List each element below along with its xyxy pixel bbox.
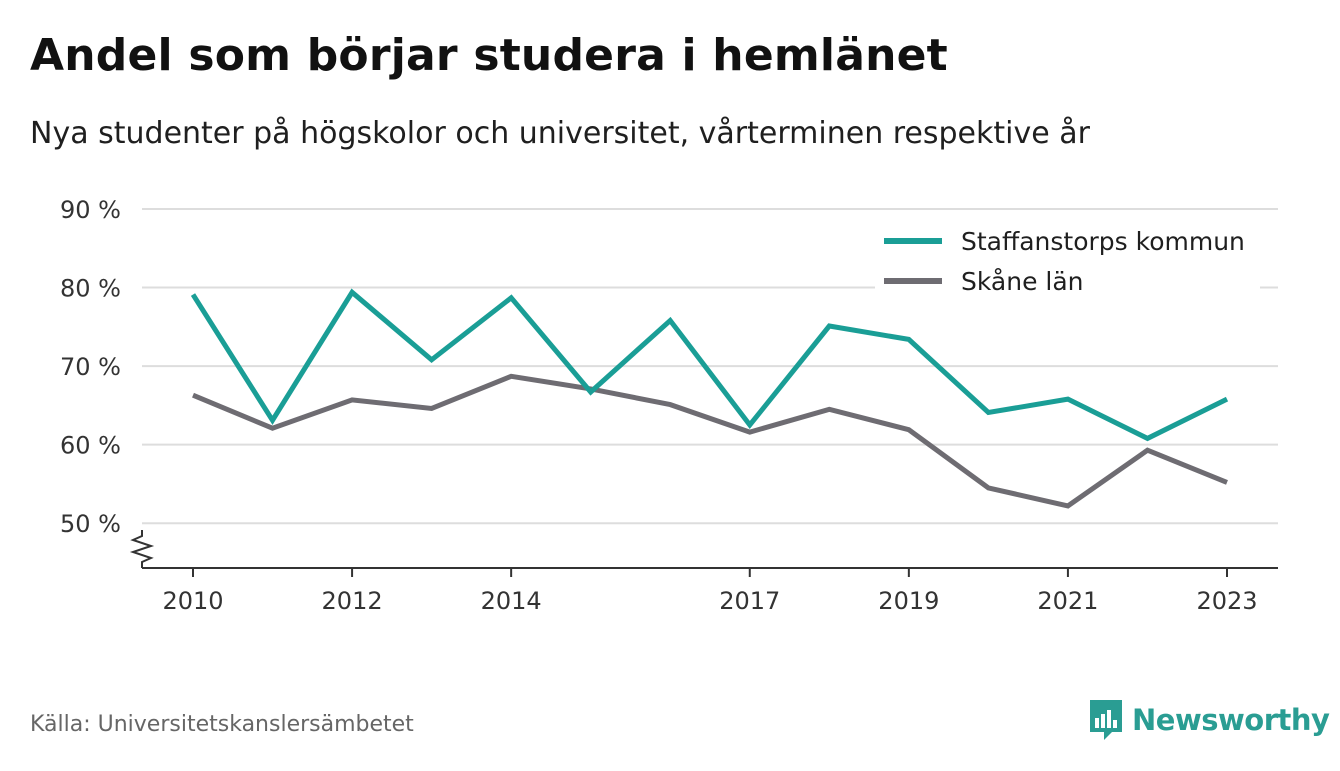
chart-subtitle: Nya studenter på högskolor och universit… — [30, 116, 1090, 151]
y-tick-label: 60 % — [60, 432, 121, 460]
brand-name: Newsworthy — [1132, 703, 1330, 737]
chart-bars-icon — [1090, 700, 1122, 740]
x-tick-label: 2019 — [878, 587, 939, 615]
source-note: Källa: Universitetskanslersämbetet — [30, 712, 414, 737]
legend-label: Skåne län — [961, 267, 1084, 296]
y-tick-label: 90 % — [60, 196, 121, 224]
x-tick-label: 2021 — [1037, 587, 1098, 615]
legend: Staffanstorps kommun Skåne län — [875, 221, 1260, 296]
line-chart: 50 %60 %70 %80 %90 % 2010 2012 2014 2017 201… — [60, 196, 1278, 615]
legend-label: Staffanstorps kommun — [961, 227, 1245, 256]
x-axis: 2010 2012 2014 2017 2019 2021 2023 — [129, 530, 1278, 615]
y-tick-label: 50 % — [60, 510, 121, 538]
x-tick-label: 2012 — [322, 587, 383, 615]
series-lines — [190, 288, 1229, 509]
y-tick-label: 80 % — [60, 275, 121, 303]
brand-logo: Newsworthy — [1088, 698, 1330, 742]
x-tick-label: 2010 — [162, 587, 223, 615]
y-axis-break-mark — [129, 530, 155, 568]
series-line — [192, 373, 1228, 509]
y-tick-labels: 50 % 60 % 70 % 80 % 90 % — [60, 196, 121, 538]
chart-title: Andel som börjar studera i hemlänet — [30, 30, 948, 81]
x-tick-label: 2014 — [481, 587, 542, 615]
x-tick-label: 2017 — [719, 587, 780, 615]
y-tick-label: 70 % — [60, 353, 121, 381]
series-line — [190, 288, 1229, 442]
x-tick-label: 2023 — [1196, 587, 1257, 615]
